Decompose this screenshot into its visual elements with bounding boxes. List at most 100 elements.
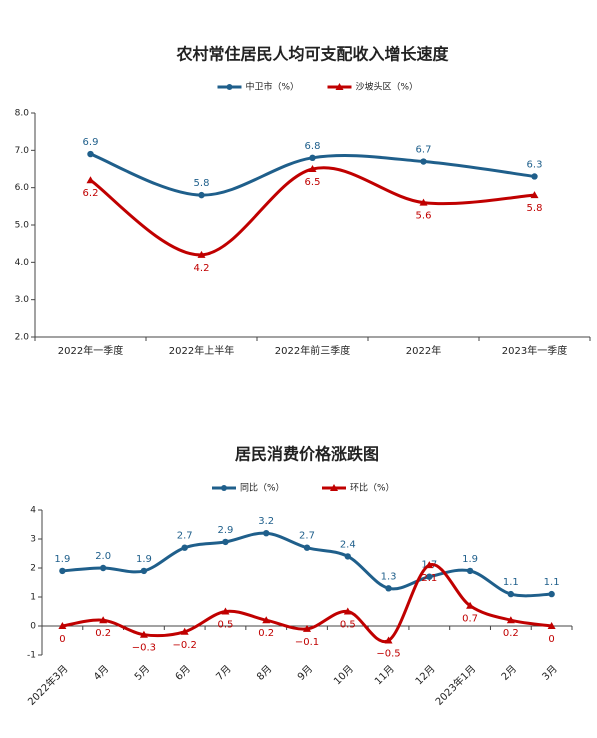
y-tick-label: 4 <box>30 506 36 516</box>
point <box>548 590 555 598</box>
value-label: −0.1 <box>295 637 319 648</box>
value-label: 6.3 <box>527 159 543 170</box>
x-tick-label: 10月 <box>331 663 356 688</box>
point <box>139 630 148 638</box>
point <box>86 176 95 184</box>
point <box>198 191 205 199</box>
value-label: 0.2 <box>503 628 519 639</box>
point <box>426 573 433 580</box>
value-label: 1.9 <box>54 554 70 565</box>
value-label: 5.8 <box>527 203 543 214</box>
value-label: 0 <box>59 634 65 645</box>
point <box>58 622 67 629</box>
y-tick-label: 2.0 <box>15 333 30 343</box>
chart-title: 居民消费价格涨跌图 <box>235 445 379 464</box>
point <box>99 616 108 624</box>
value-label: 6.5 <box>305 177 321 188</box>
point <box>343 607 352 615</box>
y-tick-label: 2 <box>30 564 36 574</box>
point <box>197 250 206 258</box>
value-label: 2.7 <box>177 531 193 542</box>
value-label: 2.4 <box>340 539 356 550</box>
y-tick-label: 3.0 <box>15 295 30 305</box>
point <box>140 567 148 575</box>
point <box>309 154 316 161</box>
value-label: 1.1 <box>544 577 560 588</box>
value-label: 1.9 <box>136 554 152 565</box>
value-label: 6.7 <box>416 145 432 156</box>
x-tick-label: 2023年1月 <box>432 662 478 708</box>
point <box>419 198 428 206</box>
point <box>303 624 311 632</box>
legend-label: 环比（%） <box>350 482 395 494</box>
x-tick-label: 3月 <box>540 663 560 683</box>
series-line <box>89 166 535 257</box>
value-label: 0 <box>548 634 554 645</box>
value-label: −0.3 <box>132 643 156 654</box>
value-label: −0.5 <box>376 649 400 660</box>
x-tick-label: 2月 <box>499 663 519 683</box>
value-label: 2.7 <box>299 531 315 542</box>
point <box>181 544 188 551</box>
legend-marker <box>221 485 227 491</box>
x-tick-label: 7月 <box>214 663 234 683</box>
legend-label: 同比（%） <box>240 482 285 494</box>
x-tick-label: 2022年上半年 <box>169 344 234 357</box>
value-label: 6.8 <box>305 141 321 152</box>
x-tick-label: 5月 <box>132 663 152 683</box>
point <box>506 616 515 624</box>
point <box>59 567 66 575</box>
x-tick-label: 8月 <box>254 663 274 683</box>
value-label: 2.0 <box>95 551 111 562</box>
value-label: 0.5 <box>218 620 234 631</box>
point <box>344 553 351 560</box>
x-tick-label: 2022年前三季度 <box>275 344 350 357</box>
point <box>507 590 515 598</box>
legend-marker <box>330 484 338 491</box>
y-tick-label: 5.0 <box>15 221 30 231</box>
point <box>262 616 271 624</box>
point <box>180 627 189 635</box>
value-label: 2.9 <box>218 525 234 536</box>
x-tick-label: 9月 <box>295 663 315 683</box>
legend-marker <box>335 83 344 90</box>
x-tick-label: 6月 <box>173 663 193 683</box>
point <box>466 601 475 609</box>
x-tick-label: 2022年 <box>406 344 441 357</box>
point <box>420 158 427 165</box>
y-tick-label: 0 <box>30 622 36 632</box>
point <box>384 636 393 644</box>
value-label: 0.7 <box>462 614 478 625</box>
value-label: 0.5 <box>340 620 356 631</box>
value-label: 1.3 <box>381 571 397 582</box>
y-tick-label: 1 <box>30 593 36 603</box>
value-label: 3.2 <box>258 516 274 527</box>
x-tick-label: 2022年3月 <box>25 662 71 708</box>
y-tick-label: -1 <box>27 651 36 661</box>
point <box>221 607 230 615</box>
value-label: 5.6 <box>416 211 432 222</box>
legend-label: 沙坡头区（%） <box>356 81 419 93</box>
point <box>308 165 317 172</box>
value-label: 6.2 <box>83 188 99 199</box>
x-tick-label: 12月 <box>413 663 438 688</box>
legend-label: 中卫市（%） <box>246 81 300 93</box>
y-tick-label: 8.0 <box>15 109 30 119</box>
x-tick-label: 2022年一季度 <box>58 344 123 357</box>
point <box>303 544 311 551</box>
value-label: 4.2 <box>194 263 210 274</box>
value-label: −0.2 <box>173 640 197 651</box>
legend-marker <box>226 84 233 90</box>
point <box>222 538 229 546</box>
value-label: 1.9 <box>462 554 478 565</box>
value-label: 1.1 <box>503 577 519 588</box>
value-label: 0.2 <box>258 628 274 639</box>
y-tick-label: 7.0 <box>15 146 30 156</box>
x-tick-label: 11月 <box>372 663 397 688</box>
point <box>547 622 556 629</box>
value-label: 5.8 <box>194 178 210 189</box>
y-tick-label: 4.0 <box>15 258 30 268</box>
value-label: 2.1 <box>421 573 437 584</box>
point <box>531 173 538 180</box>
point <box>466 567 474 575</box>
